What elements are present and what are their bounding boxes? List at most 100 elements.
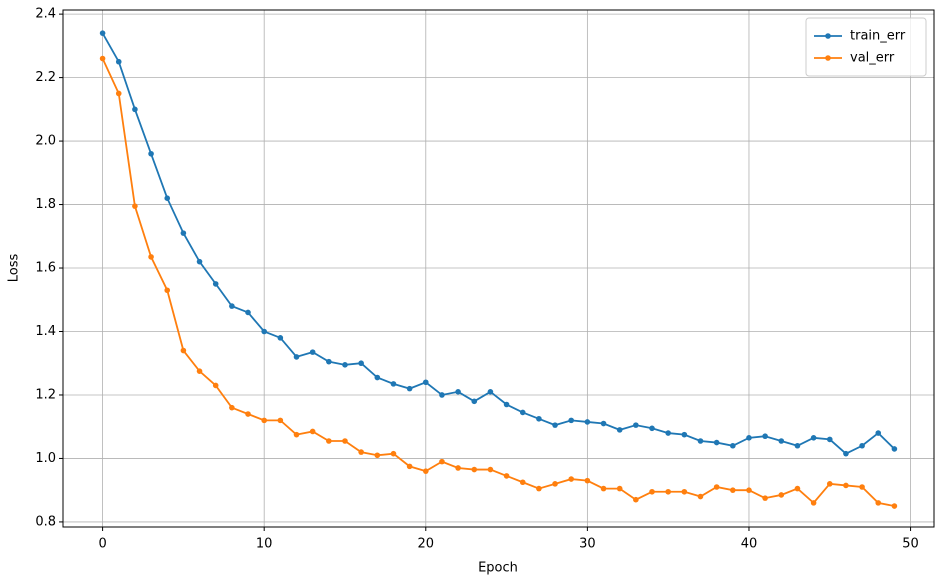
marker	[212, 382, 219, 389]
marker	[519, 409, 526, 416]
marker	[697, 493, 704, 500]
marker	[406, 385, 413, 392]
marker	[778, 492, 785, 498]
x-tick-label: 0	[98, 537, 106, 552]
marker	[552, 481, 558, 487]
marker	[762, 495, 768, 501]
marker	[665, 488, 671, 495]
marker	[326, 358, 332, 365]
line	[101, 58, 895, 507]
marker	[568, 417, 575, 424]
marker	[277, 335, 284, 341]
legend-box	[805, 17, 927, 77]
marker	[875, 500, 882, 506]
y-tick-label: 1.6	[35, 261, 56, 276]
marker	[374, 374, 381, 381]
marker	[439, 458, 445, 465]
marker	[843, 450, 849, 457]
marker	[455, 465, 461, 471]
marker	[891, 503, 898, 509]
marker	[665, 430, 671, 436]
marker	[212, 281, 219, 287]
marker	[746, 435, 752, 441]
marker	[843, 482, 849, 489]
marker	[584, 419, 591, 425]
marker	[568, 476, 575, 482]
marker	[261, 328, 267, 335]
marker	[277, 417, 284, 424]
marker	[229, 404, 235, 411]
marker	[196, 258, 203, 265]
legend-marker	[825, 33, 831, 39]
marker	[99, 55, 106, 62]
legend-label: val_err	[850, 51, 895, 66]
marker	[600, 485, 607, 492]
y-tick-label: 0.8	[35, 514, 56, 529]
y-tick-label: 1.8	[35, 197, 56, 212]
marker	[471, 466, 478, 473]
marker	[713, 439, 720, 446]
marker	[293, 354, 300, 360]
marker	[422, 379, 429, 386]
marker	[503, 401, 510, 408]
marker	[746, 487, 752, 493]
marker	[471, 398, 478, 405]
marker	[99, 30, 106, 36]
legend-label: train_err	[850, 29, 906, 44]
marker	[600, 420, 607, 427]
marker	[390, 381, 397, 387]
marker	[115, 58, 122, 65]
marker	[358, 360, 364, 367]
y-tick-label: 1.2	[35, 387, 56, 402]
marker	[810, 435, 817, 441]
marker	[681, 431, 688, 438]
marker	[148, 254, 154, 260]
marker	[326, 438, 332, 444]
marker	[148, 150, 154, 157]
plot-frame	[62, 9, 935, 528]
marker	[115, 90, 122, 97]
marker	[406, 463, 413, 470]
marker	[519, 479, 526, 486]
marker	[245, 411, 251, 417]
marker	[794, 485, 801, 492]
marker	[229, 303, 235, 309]
y-tick-label: 2.0	[35, 134, 56, 149]
marker	[730, 487, 736, 493]
marker	[342, 362, 348, 368]
marker	[859, 442, 865, 449]
marker	[552, 422, 558, 428]
marker	[762, 433, 768, 440]
marker	[697, 438, 704, 444]
marker	[309, 428, 316, 435]
marker	[616, 427, 623, 433]
marker	[794, 442, 801, 449]
x-tick-label: 50	[902, 537, 919, 552]
y-tick-label: 2.4	[35, 7, 56, 22]
marker	[778, 438, 785, 444]
y-tick-label: 1.4	[35, 324, 56, 339]
marker	[536, 415, 542, 422]
marker	[536, 485, 542, 492]
marker	[455, 388, 461, 395]
marker	[180, 230, 187, 236]
marker	[616, 485, 623, 492]
legend-marker	[825, 55, 831, 61]
line	[101, 32, 896, 455]
marker	[180, 347, 187, 354]
marker	[261, 417, 267, 424]
y-tick-label: 1.0	[35, 451, 56, 466]
marker	[439, 392, 445, 398]
marker	[730, 442, 736, 449]
marker	[826, 436, 833, 443]
marker	[826, 481, 833, 487]
marker	[713, 484, 720, 490]
marker	[293, 431, 300, 438]
marker	[649, 488, 655, 495]
marker	[342, 438, 348, 444]
marker	[309, 349, 316, 355]
marker	[584, 477, 591, 484]
marker	[132, 203, 138, 209]
marker	[633, 422, 639, 428]
